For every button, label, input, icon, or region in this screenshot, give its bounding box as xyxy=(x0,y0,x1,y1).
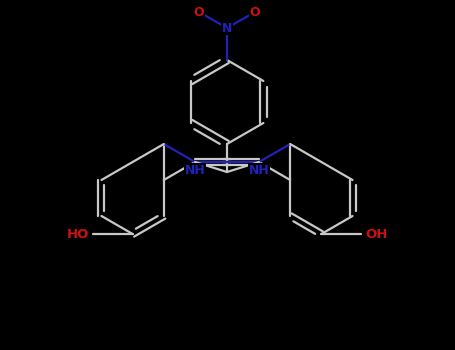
Text: O: O xyxy=(194,6,204,19)
Text: N: N xyxy=(222,21,232,35)
Text: O: O xyxy=(250,6,260,19)
Text: HO: HO xyxy=(66,228,89,240)
Text: OH: OH xyxy=(365,228,388,240)
Text: NH: NH xyxy=(248,163,269,176)
Text: NH: NH xyxy=(185,163,205,176)
